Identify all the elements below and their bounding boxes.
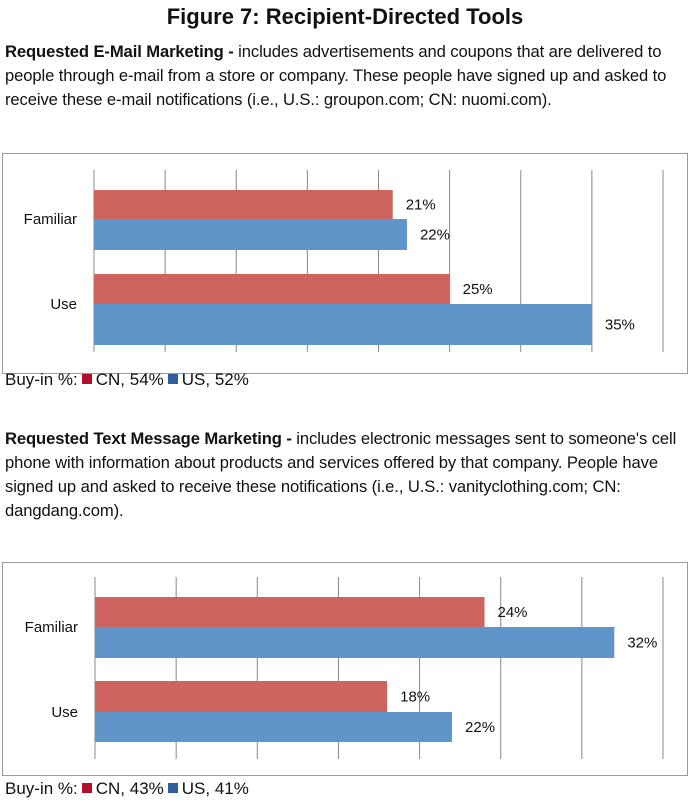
email-description: Requested E-Mail Marketing - includes ad… <box>5 40 689 112</box>
bar-cn-use <box>95 681 388 712</box>
legend-us: US, 41% <box>181 779 249 798</box>
data-label-us-use: 35% <box>605 317 635 334</box>
legend-us: US, 52% <box>181 370 249 389</box>
data-label-cn-familiar: 21% <box>406 197 436 214</box>
text-message-description: Requested Text Message Marketing - inclu… <box>5 427 689 523</box>
category-label-familiar: Familiar <box>25 619 78 636</box>
text-message-text: includes electronic messages sent to som… <box>5 429 677 520</box>
cn-swatch-icon <box>81 374 92 384</box>
data-label-us-familiar: 32% <box>627 635 657 652</box>
email-heading: Requested E-Mail Marketing - <box>5 42 234 61</box>
data-label-cn-familiar: 24% <box>497 604 527 621</box>
legend-prefix: Buy-in %: <box>5 779 78 798</box>
email-text: includes advertisements and coupons that… <box>5 42 667 109</box>
category-label-use: Use <box>51 704 78 721</box>
us-swatch-icon <box>167 783 178 793</box>
data-label-us-familiar: 22% <box>420 227 450 244</box>
data-label-cn-use: 18% <box>400 689 430 706</box>
legend-cn: CN, 54% <box>95 370 164 389</box>
bar-cn-familiar <box>95 597 485 627</box>
category-label-familiar: Familiar <box>24 211 77 228</box>
data-label-us-use: 22% <box>465 719 495 736</box>
legend-cn: CN, 43% <box>95 779 164 798</box>
data-label-cn-use: 25% <box>463 281 493 298</box>
figure-title: Figure 7: Recipient-Directed Tools <box>166 4 524 29</box>
bar-us-use <box>94 304 592 345</box>
legend-prefix: Buy-in %: <box>5 370 78 389</box>
bar-us-familiar <box>95 627 615 658</box>
cn-swatch-icon <box>81 783 92 793</box>
bar-cn-use <box>94 274 450 304</box>
us-swatch-icon <box>167 374 178 384</box>
legend-email: Buy-in %: CN, 54% US, 52% <box>5 370 249 390</box>
bar-cn-familiar <box>94 190 393 219</box>
text-message-heading: Requested Text Message Marketing - <box>5 429 292 448</box>
legend-text-message: Buy-in %: CN, 43% US, 41% <box>5 779 249 799</box>
category-label-use: Use <box>50 296 77 313</box>
bar-us-familiar <box>94 219 407 250</box>
bar-us-use <box>95 712 453 742</box>
